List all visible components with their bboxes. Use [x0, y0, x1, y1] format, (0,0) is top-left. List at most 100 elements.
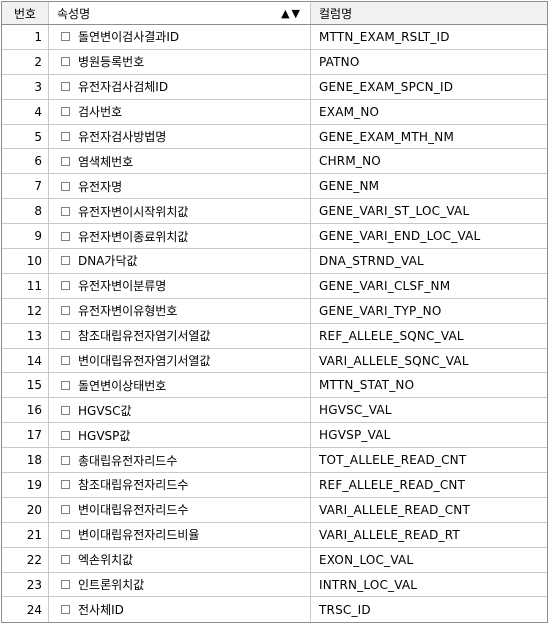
row-checkbox[interactable]	[61, 82, 70, 92]
table-row[interactable]: 3 유전자검사검체ID GENE_EXAM_SPCN_ID	[2, 74, 547, 100]
table-row[interactable]: 22 엑손위치값 EXON_LOC_VAL	[2, 547, 547, 573]
row-checkbox[interactable]	[61, 380, 70, 390]
column-name-cell[interactable]: GENE_NM	[311, 174, 547, 198]
column-name-cell[interactable]: GENE_VARI_CLSF_NM	[311, 274, 547, 298]
attribute-cell[interactable]: 검사번호	[49, 99, 311, 124]
column-name-cell[interactable]: GENE_VARI_END_LOC_VAL	[311, 224, 547, 248]
table-row[interactable]: 21 변이대립유전자리드비율 VARI_ALLELE_READ_RT	[2, 522, 547, 548]
sort-ascending-icon[interactable]: ▲	[281, 7, 290, 20]
attribute-cell[interactable]: 변이대립유전자염기서열값	[49, 348, 311, 373]
row-checkbox[interactable]	[61, 555, 70, 565]
attribute-cell[interactable]: 엑손위치값	[49, 547, 311, 572]
table-row[interactable]: 2 병원등록번호 PATNO	[2, 49, 547, 75]
table-row[interactable]: 15 돌연변이상태번호 MTTN_STAT_NO	[2, 373, 547, 399]
attribute-cell[interactable]: HGVSP값	[49, 423, 311, 448]
row-checkbox[interactable]	[61, 356, 70, 366]
column-name-cell[interactable]: TOT_ALLELE_READ_CNT	[311, 448, 547, 472]
table-row[interactable]: 11 유전자변이분류명 GENE_VARI_CLSF_NM	[2, 273, 547, 299]
row-checkbox[interactable]	[61, 281, 70, 291]
table-row[interactable]: 19 참조대립유전자리드수 REF_ALLELE_READ_CNT	[2, 473, 547, 498]
row-checkbox[interactable]	[61, 331, 70, 341]
column-name-cell[interactable]: GENE_EXAM_SPCN_ID	[311, 75, 547, 99]
column-name-cell[interactable]: VARI_ALLELE_SQNC_VAL	[311, 349, 547, 373]
row-checkbox[interactable]	[61, 480, 70, 490]
attribute-cell[interactable]: 유전자검사검체ID	[49, 74, 311, 99]
table-row[interactable]: 14 변이대립유전자염기서열값 VARI_ALLELE_SQNC_VAL	[2, 348, 547, 374]
column-name-cell[interactable]: HGVSP_VAL	[311, 423, 547, 447]
row-checkbox[interactable]	[61, 107, 70, 117]
table-row[interactable]: 9 유전자변이종료위치값 GENE_VARI_END_LOC_VAL	[2, 224, 547, 250]
attribute-cell[interactable]: 참조대립유전자염기서열값	[49, 323, 311, 348]
attribute-cell[interactable]: 돌연변이상태번호	[49, 373, 311, 398]
attribute-cell[interactable]: 유전자변이유형번호	[49, 298, 311, 323]
column-name-cell[interactable]: HGVSC_VAL	[311, 398, 547, 422]
row-checkbox[interactable]	[61, 306, 70, 316]
row-checkbox[interactable]	[61, 256, 70, 266]
attribute-cell[interactable]: 인트론위치값	[49, 572, 311, 597]
row-checkbox[interactable]	[61, 430, 70, 440]
row-checkbox[interactable]	[61, 580, 70, 590]
attribute-cell[interactable]: 전사체ID	[49, 597, 311, 623]
row-checkbox[interactable]	[61, 156, 70, 166]
table-row[interactable]: 4 검사번호 EXAM_NO	[2, 99, 547, 125]
table-row[interactable]: 1 돌연변이검사결과ID MTTN_EXAM_RSLT_ID	[2, 25, 547, 50]
attribute-cell[interactable]: 유전자변이시작위치값	[49, 199, 311, 224]
column-name-cell[interactable]: EXAM_NO	[311, 100, 547, 124]
sort-descending-icon[interactable]: ▼	[291, 7, 300, 20]
attribute-cell[interactable]: 유전자검사방법명	[49, 124, 311, 149]
header-number[interactable]: 번호	[2, 2, 49, 24]
table-row[interactable]: 16 HGVSC값 HGVSC_VAL	[2, 398, 547, 424]
attribute-cell[interactable]: 변이대립유전자리드비율	[49, 522, 311, 547]
attribute-cell[interactable]: HGVSC값	[49, 398, 311, 423]
attribute-cell[interactable]: 염색체번호	[49, 149, 311, 174]
header-column-name[interactable]: 컬럼명	[311, 2, 547, 24]
row-checkbox[interactable]	[61, 32, 70, 42]
table-row[interactable]: 17 HGVSP값 HGVSP_VAL	[2, 423, 547, 449]
column-name-cell[interactable]: INTRN_LOC_VAL	[311, 573, 547, 597]
row-checkbox[interactable]	[61, 231, 70, 241]
column-name-cell[interactable]: TRSC_ID	[311, 597, 547, 622]
table-row[interactable]: 20 변이대립유전자리드수 VARI_ALLELE_READ_CNT	[2, 497, 547, 523]
attribute-cell[interactable]: 변이대립유전자리드수	[49, 497, 311, 522]
sort-control[interactable]: ▲ ▼	[281, 7, 300, 20]
header-attribute-name[interactable]: 속성명 ▲ ▼	[49, 2, 311, 24]
column-name-cell[interactable]: GENE_VARI_ST_LOC_VAL	[311, 199, 547, 223]
table-row[interactable]: 10 DNA가닥값 DNA_STRND_VAL	[2, 249, 547, 274]
column-name-cell[interactable]: REF_ALLELE_READ_CNT	[311, 473, 547, 497]
row-checkbox[interactable]	[61, 530, 70, 540]
column-name-cell[interactable]: PATNO	[311, 50, 547, 74]
table-row[interactable]: 13 참조대립유전자염기서열값 REF_ALLELE_SQNC_VAL	[2, 323, 547, 349]
row-checkbox[interactable]	[61, 505, 70, 515]
column-name-cell[interactable]: CHRM_NO	[311, 149, 547, 173]
row-checkbox[interactable]	[61, 206, 70, 216]
column-name-cell[interactable]: MTTN_STAT_NO	[311, 373, 547, 397]
attribute-cell[interactable]: 유전자명	[49, 174, 311, 199]
table-row[interactable]: 23 인트론위치값 INTRN_LOC_VAL	[2, 572, 547, 598]
table-row[interactable]: 7 유전자명 GENE_NM	[2, 174, 547, 200]
table-row[interactable]: 5 유전자검사방법명 GENE_EXAM_MTH_NM	[2, 124, 547, 150]
row-checkbox[interactable]	[61, 132, 70, 141]
column-name-cell[interactable]: GENE_VARI_TYP_NO	[311, 299, 547, 323]
table-row[interactable]: 24 전사체ID TRSC_ID	[2, 597, 547, 623]
row-checkbox[interactable]	[61, 181, 70, 191]
row-checkbox[interactable]	[61, 455, 70, 465]
column-name-cell[interactable]: GENE_EXAM_MTH_NM	[311, 125, 547, 149]
attribute-cell[interactable]: 유전자변이종료위치값	[49, 224, 311, 249]
attribute-cell[interactable]: 총대립유전자리드수	[49, 448, 311, 473]
column-name-cell[interactable]: REF_ALLELE_SQNC_VAL	[311, 324, 547, 348]
row-checkbox[interactable]	[61, 605, 70, 615]
table-row[interactable]: 12 유전자변이유형번호 GENE_VARI_TYP_NO	[2, 298, 547, 324]
attribute-cell[interactable]: 참조대립유전자리드수	[49, 473, 311, 497]
column-name-cell[interactable]: MTTN_EXAM_RSLT_ID	[311, 25, 547, 49]
column-name-cell[interactable]: VARI_ALLELE_READ_CNT	[311, 498, 547, 522]
column-name-cell[interactable]: DNA_STRND_VAL	[311, 249, 547, 273]
attribute-cell[interactable]: 병원등록번호	[49, 49, 311, 74]
attribute-cell[interactable]: 유전자변이분류명	[49, 273, 311, 298]
row-checkbox[interactable]	[61, 57, 70, 67]
column-name-cell[interactable]: VARI_ALLELE_READ_RT	[311, 523, 547, 547]
row-checkbox[interactable]	[61, 405, 70, 415]
table-row[interactable]: 6 염색체번호 CHRM_NO	[2, 149, 547, 175]
attribute-cell[interactable]: 돌연변이검사결과ID	[49, 25, 311, 49]
column-name-cell[interactable]: EXON_LOC_VAL	[311, 548, 547, 572]
table-row[interactable]: 18 총대립유전자리드수 TOT_ALLELE_READ_CNT	[2, 448, 547, 474]
